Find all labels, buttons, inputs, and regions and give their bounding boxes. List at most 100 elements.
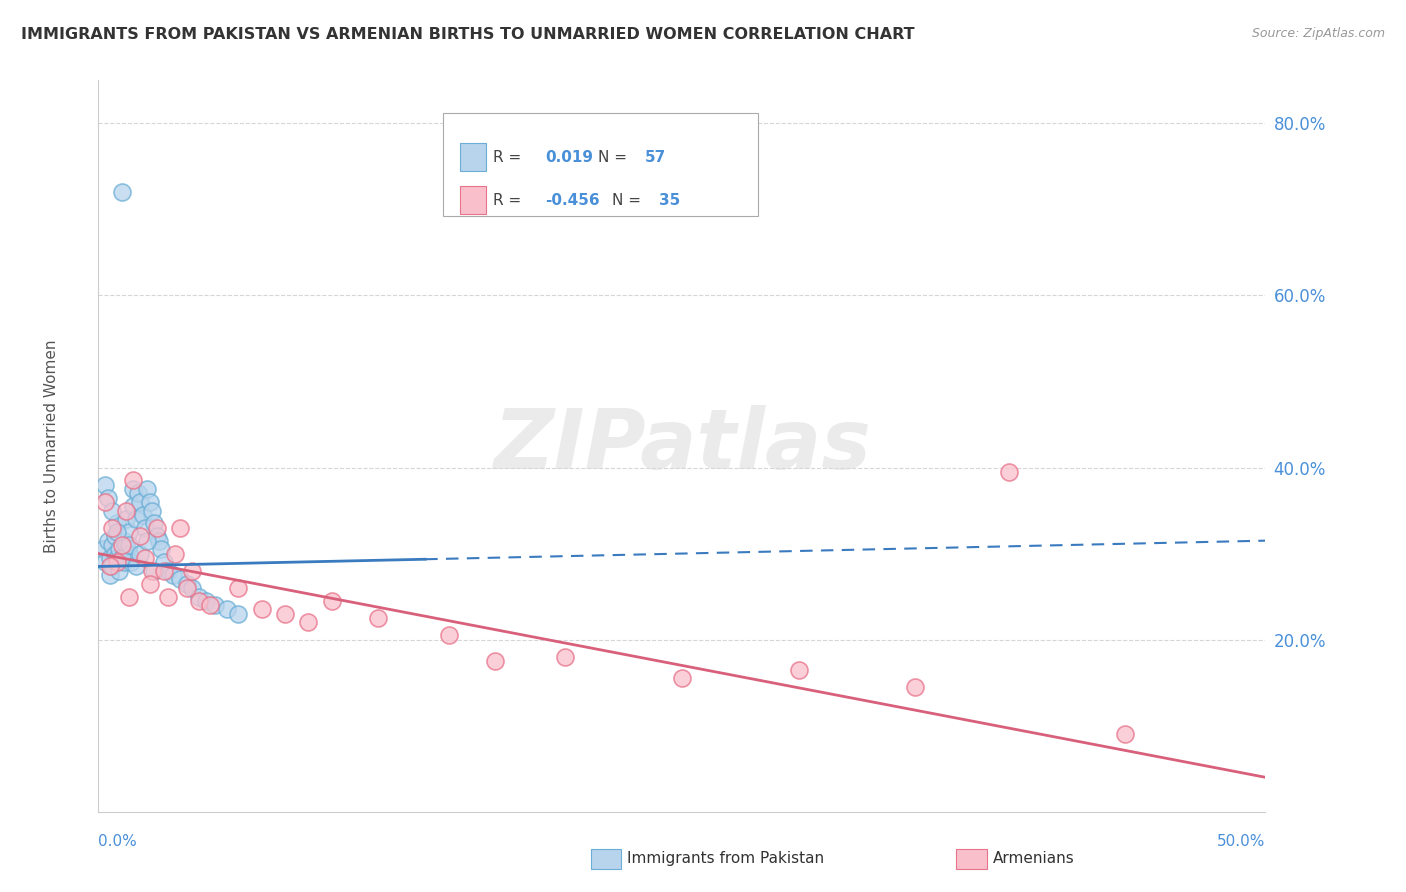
Point bbox=[122, 474, 145, 488]
Point bbox=[997, 465, 1019, 479]
Point bbox=[98, 550, 121, 565]
Point bbox=[143, 564, 166, 578]
Point bbox=[162, 568, 184, 582]
Text: Immigrants from Pakistan: Immigrants from Pakistan bbox=[627, 851, 824, 865]
Point bbox=[94, 477, 117, 491]
Point bbox=[146, 529, 169, 543]
Point bbox=[120, 555, 142, 569]
Point bbox=[143, 516, 166, 531]
Point bbox=[127, 486, 149, 500]
Point bbox=[98, 559, 121, 574]
Point bbox=[228, 607, 250, 621]
Point bbox=[136, 533, 159, 548]
Point bbox=[176, 576, 198, 591]
Text: ZIPatlas: ZIPatlas bbox=[494, 406, 870, 486]
Text: N =: N = bbox=[612, 193, 645, 208]
Point bbox=[152, 555, 174, 569]
Point bbox=[111, 550, 134, 565]
Point bbox=[129, 529, 152, 543]
Point bbox=[122, 500, 145, 514]
Text: 0.019: 0.019 bbox=[546, 150, 593, 165]
Point bbox=[91, 542, 114, 557]
Point bbox=[297, 615, 319, 630]
Point bbox=[97, 491, 120, 505]
Point bbox=[169, 573, 191, 587]
FancyBboxPatch shape bbox=[443, 113, 758, 216]
Point bbox=[115, 503, 138, 517]
Point bbox=[152, 564, 174, 578]
Point bbox=[904, 680, 927, 694]
Point bbox=[194, 594, 217, 608]
Point bbox=[157, 590, 180, 604]
Point bbox=[112, 533, 135, 548]
Point bbox=[118, 590, 141, 604]
Point bbox=[180, 564, 202, 578]
Point bbox=[671, 671, 693, 685]
Point bbox=[204, 598, 226, 612]
Point bbox=[111, 185, 134, 199]
Point bbox=[274, 607, 297, 621]
Point bbox=[1114, 727, 1136, 741]
Point bbox=[118, 538, 141, 552]
Point bbox=[136, 482, 159, 496]
Point bbox=[101, 503, 124, 517]
Point bbox=[250, 602, 273, 616]
Point bbox=[484, 654, 506, 668]
Point bbox=[105, 555, 128, 569]
Point bbox=[122, 482, 145, 496]
Point bbox=[139, 576, 162, 591]
Point bbox=[321, 594, 343, 608]
Point bbox=[165, 547, 187, 561]
Point bbox=[111, 538, 134, 552]
Point bbox=[108, 542, 131, 557]
Point bbox=[187, 594, 209, 608]
Point bbox=[101, 559, 124, 574]
Text: N =: N = bbox=[598, 150, 631, 165]
Point bbox=[787, 663, 810, 677]
Point bbox=[139, 495, 162, 509]
FancyBboxPatch shape bbox=[460, 144, 486, 171]
Point bbox=[146, 521, 169, 535]
Point bbox=[176, 581, 198, 595]
Point bbox=[180, 581, 202, 595]
Point bbox=[157, 564, 180, 578]
Point bbox=[150, 542, 173, 557]
Point bbox=[554, 649, 576, 664]
Point bbox=[101, 521, 124, 535]
Point bbox=[141, 564, 163, 578]
Point bbox=[437, 628, 460, 642]
Point bbox=[129, 495, 152, 509]
Point bbox=[132, 508, 155, 522]
Point bbox=[134, 550, 156, 565]
Text: -0.456: -0.456 bbox=[546, 193, 600, 208]
Point bbox=[112, 555, 135, 569]
Point bbox=[94, 555, 117, 569]
Text: Births to Unmarried Women: Births to Unmarried Women bbox=[44, 339, 59, 553]
Point bbox=[104, 547, 127, 561]
Point bbox=[104, 529, 127, 543]
Point bbox=[187, 590, 209, 604]
Point bbox=[148, 533, 170, 548]
Point bbox=[129, 547, 152, 561]
Point bbox=[215, 602, 238, 616]
Point bbox=[105, 516, 128, 531]
Text: 50.0%: 50.0% bbox=[1218, 834, 1265, 848]
Point bbox=[94, 495, 117, 509]
Point bbox=[111, 550, 134, 565]
Text: IMMIGRANTS FROM PAKISTAN VS ARMENIAN BIRTHS TO UNMARRIED WOMEN CORRELATION CHART: IMMIGRANTS FROM PAKISTAN VS ARMENIAN BIR… bbox=[21, 27, 915, 42]
Text: Source: ZipAtlas.com: Source: ZipAtlas.com bbox=[1251, 27, 1385, 40]
Point bbox=[115, 512, 138, 526]
Point bbox=[367, 611, 389, 625]
Point bbox=[118, 524, 141, 539]
Point bbox=[105, 524, 128, 539]
Point bbox=[134, 521, 156, 535]
Point bbox=[118, 547, 141, 561]
Text: R =: R = bbox=[494, 193, 526, 208]
Text: Armenians: Armenians bbox=[993, 851, 1074, 865]
Point bbox=[200, 598, 222, 612]
Point bbox=[141, 503, 163, 517]
Point bbox=[169, 521, 191, 535]
Point bbox=[125, 512, 148, 526]
Text: 57: 57 bbox=[644, 150, 666, 165]
Point bbox=[125, 559, 148, 574]
